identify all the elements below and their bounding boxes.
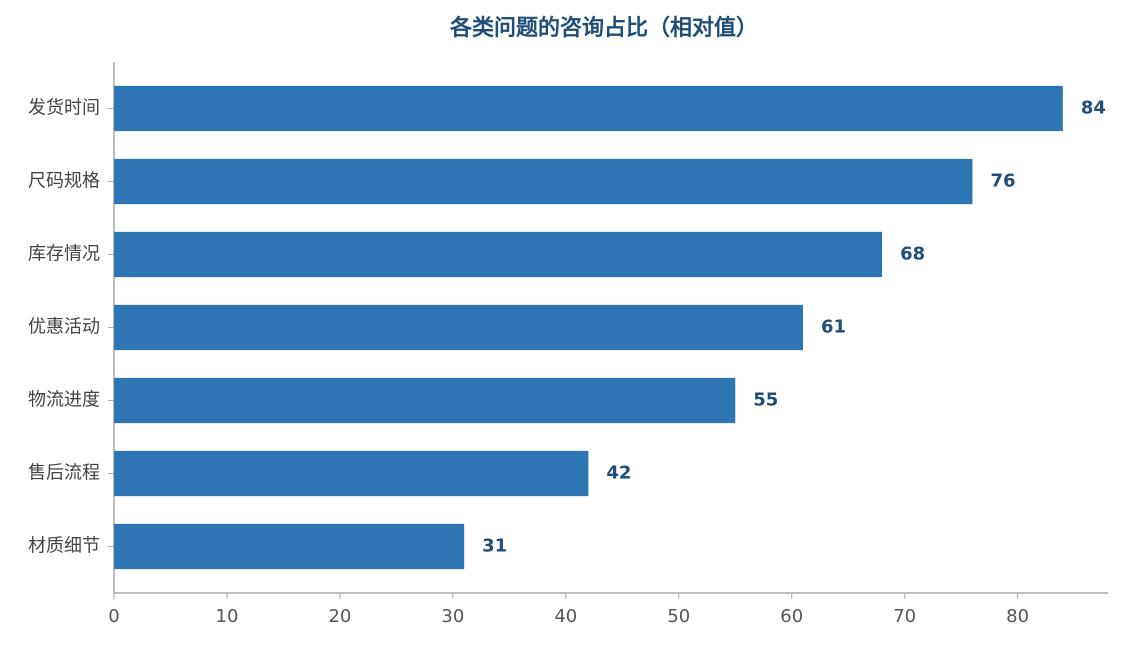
bar bbox=[114, 158, 973, 205]
value-label: 42 bbox=[606, 463, 631, 484]
value-label: 61 bbox=[821, 317, 846, 338]
y-tick-label: 材质细节 bbox=[28, 536, 100, 557]
y-tick-label: 发货时间 bbox=[28, 98, 100, 119]
value-label: 84 bbox=[1081, 98, 1106, 119]
x-tick-label: 80 bbox=[1006, 606, 1029, 627]
x-tick-label: 20 bbox=[328, 606, 351, 627]
y-tick-label: 优惠活动 bbox=[28, 317, 100, 338]
x-tick-label: 60 bbox=[780, 606, 803, 627]
bar bbox=[114, 304, 804, 351]
x-tick-label: 30 bbox=[441, 606, 464, 627]
bar bbox=[114, 85, 1063, 132]
chart-title: 各类问题的咨询占比（相对值） bbox=[449, 15, 758, 41]
y-tick-label: 库存情况 bbox=[28, 244, 100, 265]
y-tick-label: 尺码规格 bbox=[28, 171, 100, 192]
bar bbox=[114, 377, 736, 424]
y-tick-label: 物流进度 bbox=[28, 390, 100, 411]
value-label: 55 bbox=[753, 390, 778, 411]
value-label: 76 bbox=[990, 171, 1015, 192]
x-tick-label: 50 bbox=[667, 606, 690, 627]
x-tick-label: 10 bbox=[216, 606, 239, 627]
value-label: 31 bbox=[482, 536, 507, 557]
x-tick-label: 70 bbox=[893, 606, 916, 627]
bar bbox=[114, 231, 883, 278]
bar bbox=[114, 450, 589, 497]
x-tick-label: 0 bbox=[108, 606, 119, 627]
value-label: 68 bbox=[900, 244, 925, 265]
bar bbox=[114, 523, 465, 570]
x-tick-label: 40 bbox=[554, 606, 577, 627]
y-tick-label: 售后流程 bbox=[28, 463, 100, 484]
